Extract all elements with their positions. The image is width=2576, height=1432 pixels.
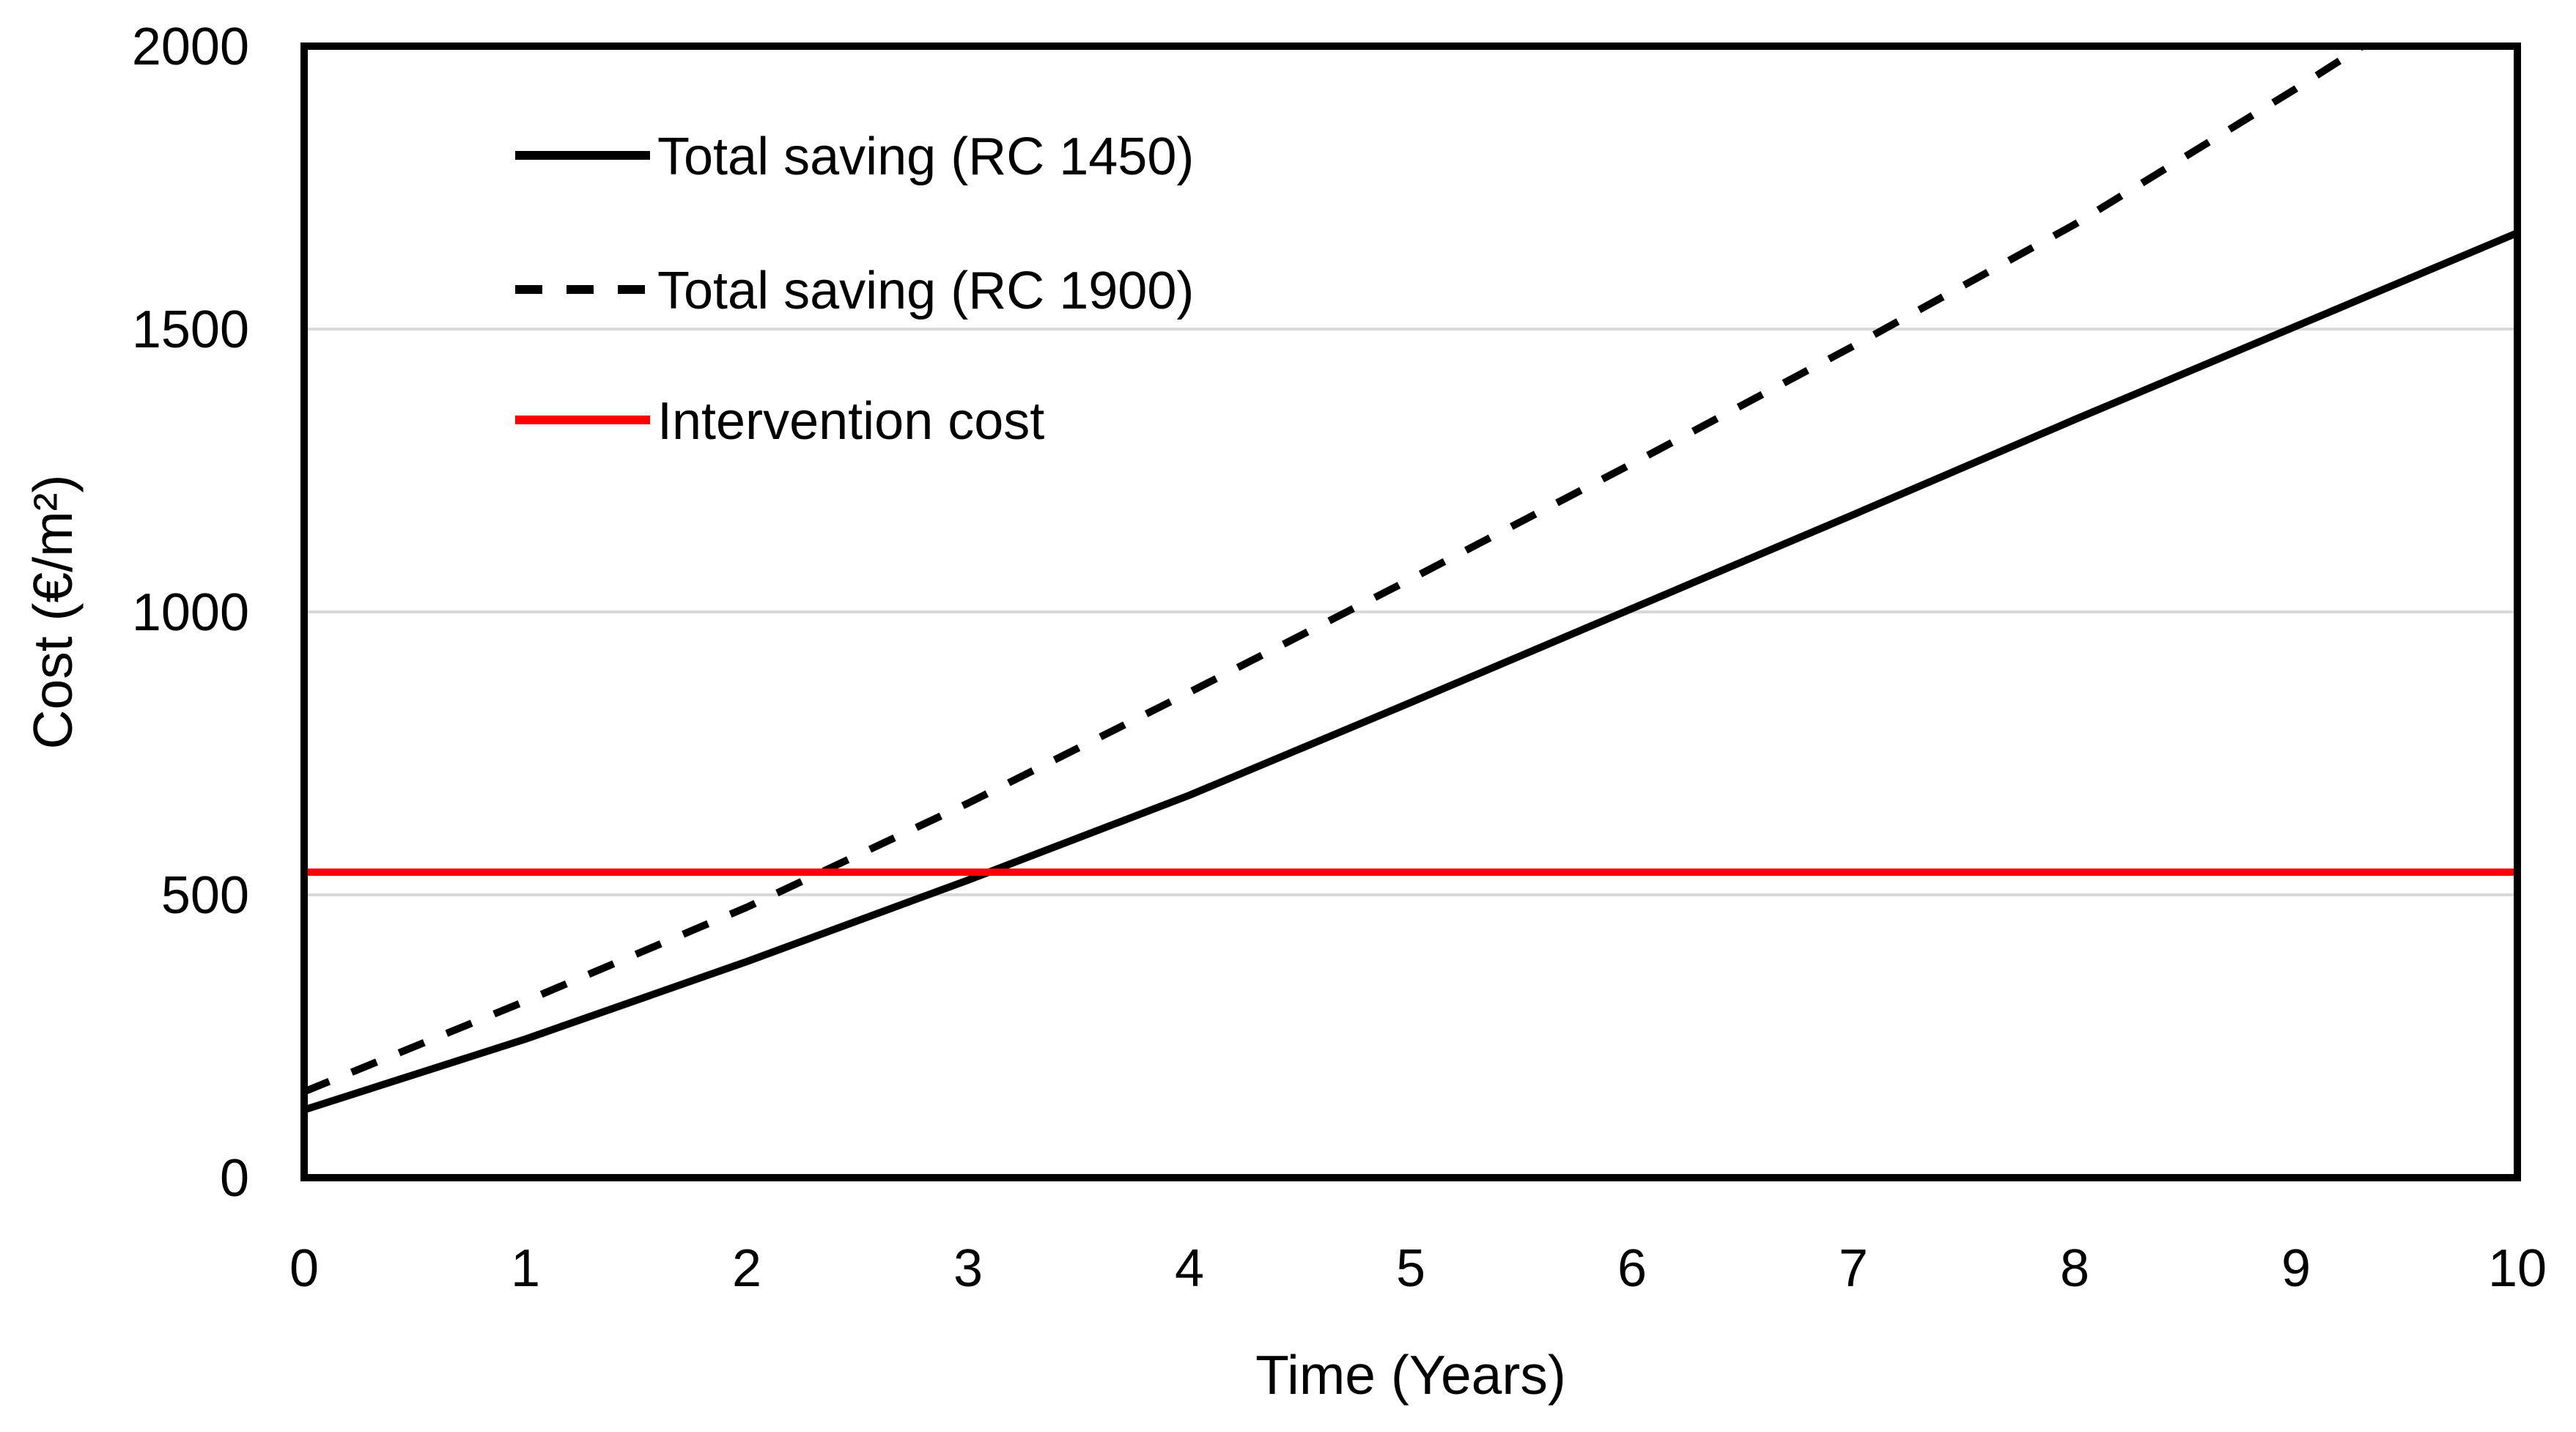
x-tick-label-1: 1 bbox=[511, 1239, 540, 1298]
x-tick-label-4: 4 bbox=[1175, 1239, 1204, 1298]
series-lines bbox=[304, 46, 2517, 1114]
legend-item-total-saving-rc-1450: Total saving (RC 1450) bbox=[515, 128, 1194, 186]
y-tick-label-500: 500 bbox=[161, 866, 249, 925]
series-line-total-saving-rc-1900 bbox=[304, 46, 2369, 1096]
x-tick-label-6: 6 bbox=[1617, 1239, 1647, 1298]
plot-frame bbox=[300, 43, 2521, 1181]
y-tick-label-2000: 2000 bbox=[132, 18, 249, 76]
y-tick-label-1000: 1000 bbox=[132, 583, 249, 642]
x-tick-label-10: 10 bbox=[2488, 1239, 2547, 1298]
x-axis-tick-labels: 0 1 2 3 4 5 6 7 8 9 10 bbox=[289, 1239, 2547, 1298]
legend-label-total-saving-rc-1450: Total saving (RC 1450) bbox=[657, 128, 1194, 186]
x-tick-label-0: 0 bbox=[289, 1239, 319, 1298]
legend-item-intervention-cost: Intervention cost bbox=[515, 392, 1044, 451]
x-tick-label-3: 3 bbox=[953, 1239, 983, 1298]
legend-label-intervention-cost: Intervention cost bbox=[657, 392, 1044, 451]
legend-item-total-saving-rc-1900: Total saving (RC 1900) bbox=[515, 262, 1194, 320]
x-tick-label-2: 2 bbox=[732, 1239, 761, 1298]
x-tick-label-9: 9 bbox=[2281, 1239, 2311, 1298]
legend-label-total-saving-rc-1900: Total saving (RC 1900) bbox=[657, 262, 1194, 320]
y-tick-label-1500: 1500 bbox=[132, 300, 249, 359]
y-axis-tick-labels: 0 500 1000 1500 2000 bbox=[132, 18, 249, 1208]
legend: Total saving (RC 1450) Total saving (RC 1… bbox=[515, 128, 1194, 451]
y-tick-label-0: 0 bbox=[220, 1149, 249, 1208]
y-axis-title: Cost (€/m²) bbox=[22, 475, 84, 750]
x-axis-title: Time (Years) bbox=[1255, 1344, 1566, 1406]
x-tick-label-8: 8 bbox=[2060, 1239, 2089, 1298]
x-tick-label-7: 7 bbox=[1839, 1239, 1868, 1298]
x-tick-label-5: 5 bbox=[1396, 1239, 1425, 1298]
series-line-total-saving-rc-1450 bbox=[304, 229, 2517, 1114]
y-gridlines bbox=[304, 328, 2517, 896]
